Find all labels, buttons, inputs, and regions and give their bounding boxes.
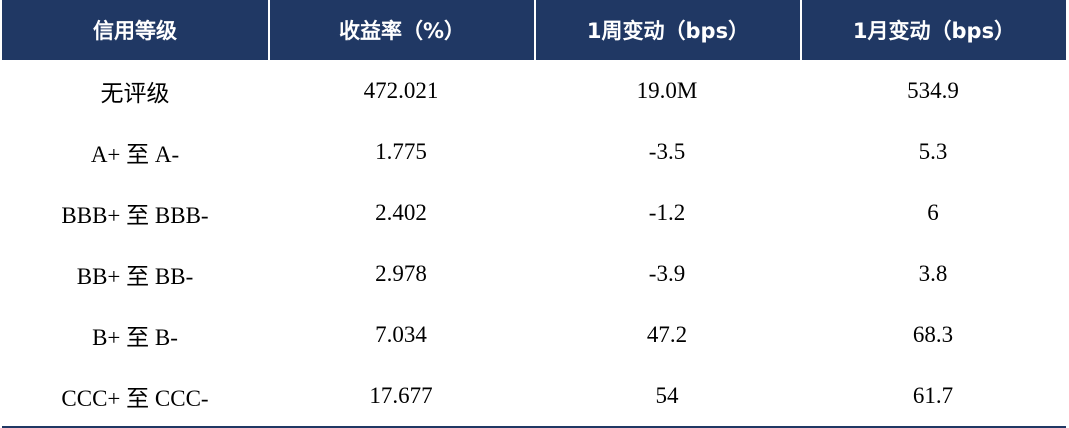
table-cell: 47.2 [646, 321, 688, 347]
header-cell: 收益率（%） [268, 0, 534, 60]
table-row: BB+ 至 BB- 2.978 -3.9 3.8 [2, 243, 1066, 304]
table-cell: 472.021 [363, 77, 439, 103]
header-row: 信用等级 收益率（%） 1周变动（bps） 1月变动（bps） [2, 0, 1066, 60]
table-cell: -1.2 [648, 199, 686, 225]
table-body: 无评级 472.021 19.0M 534.9 A+ 至 A- 1.775 -3.5 5.3 B… [2, 60, 1066, 428]
table-cell: 534.9 [907, 77, 959, 103]
table-cell: 6 [927, 199, 939, 225]
header-cell: 1周变动（bps） [534, 0, 800, 60]
table-cell: 3.8 [918, 260, 948, 286]
table-cell: 无评级 [100, 80, 170, 106]
table-cell: BB+ 至 BB- [76, 263, 194, 289]
table-cell: 68.3 [912, 321, 954, 347]
table-cell: BBB+ 至 BBB- [61, 202, 209, 228]
table-cell: -3.5 [648, 138, 686, 164]
table-row: B+ 至 B- 7.034 47.2 68.3 [2, 304, 1066, 365]
table-cell: 7.034 [375, 321, 427, 347]
table-cell: 5.3 [918, 138, 948, 164]
table-row: 无评级 472.021 19.0M 534.9 [2, 60, 1066, 121]
header-cell: 信用等级 [2, 0, 268, 60]
table-cell: A+ 至 A- [90, 141, 180, 167]
table-row: A+ 至 A- 1.775 -3.5 5.3 [2, 121, 1066, 182]
table-cell: -3.9 [648, 260, 686, 286]
table-cell: 1.775 [375, 138, 427, 164]
table-cell: B+ 至 B- [92, 324, 178, 350]
table-cell: 2.978 [375, 260, 427, 286]
table-cell: 19.0M [636, 77, 698, 103]
table-row: BBB+ 至 BBB- 2.402 -1.2 6 [2, 182, 1066, 243]
table-cell: 2.402 [375, 199, 427, 225]
header-cell: 1月变动（bps） [800, 0, 1066, 60]
